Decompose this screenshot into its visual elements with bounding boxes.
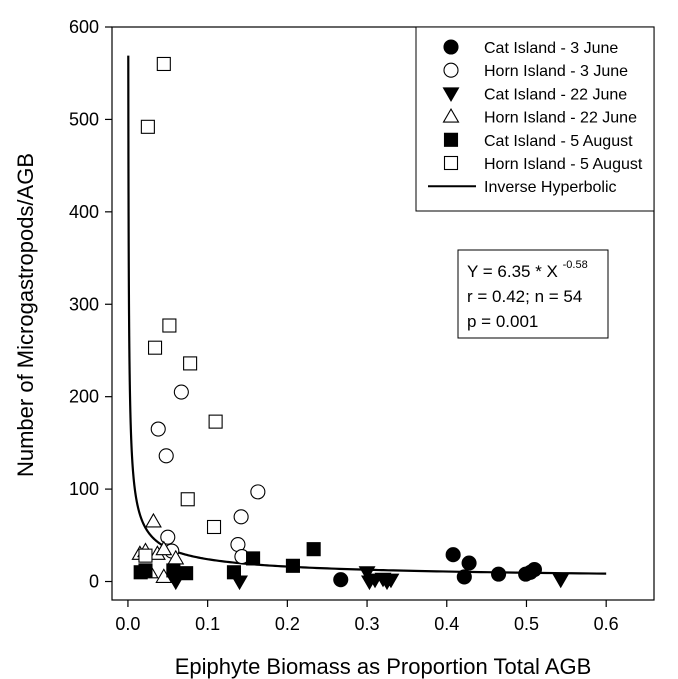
data-point xyxy=(144,512,162,528)
data-point xyxy=(285,558,300,573)
equation-box: Y = 6.35 * X -0.58 r = 0.42; n = 54 p = … xyxy=(457,249,609,339)
legend-label: Cat Island - 5 August xyxy=(484,133,633,150)
legend-label: Horn Island - 3 June xyxy=(484,63,628,80)
legend-marker xyxy=(443,62,459,78)
y-tick-label: 100 xyxy=(69,479,99,499)
y-tick-label: 600 xyxy=(69,17,99,37)
x-axis-label: Epiphyte Biomass as Proportion Total AGB xyxy=(175,654,592,679)
data-point xyxy=(158,448,174,464)
equation-line-2: r = 0.42; n = 54 xyxy=(467,287,582,306)
data-point xyxy=(461,555,477,571)
data-point xyxy=(226,565,241,580)
data-point xyxy=(160,529,176,545)
y-tick-label: 0 xyxy=(89,572,99,592)
y-tick-label: 400 xyxy=(69,202,99,222)
legend-marker xyxy=(442,107,460,123)
plot-frame xyxy=(111,26,655,601)
data-point xyxy=(382,573,400,589)
data-point xyxy=(138,563,153,578)
y-tick-label: 300 xyxy=(69,294,99,314)
legend-label: Horn Island - 5 August xyxy=(484,156,643,173)
data-point xyxy=(179,566,194,581)
data-point xyxy=(155,540,173,556)
y-tick-label: 500 xyxy=(69,109,99,129)
legend-marker xyxy=(443,155,459,171)
legend-label: Inverse Hyperbolic xyxy=(484,179,617,196)
data-point xyxy=(526,561,542,578)
legend-label: Horn Island - 22 June xyxy=(484,110,637,127)
fit-curve xyxy=(127,55,607,575)
x-tick-label: 0.5 xyxy=(514,614,539,634)
equation-line-1-base: Y = 6.35 * X xyxy=(467,262,563,281)
legend-label: Cat Island - 22 June xyxy=(484,86,627,103)
data-point xyxy=(491,566,507,582)
data-point xyxy=(206,519,222,535)
legend: Cat Island - 3 June Horn Island - 3 June C… xyxy=(415,26,655,212)
equation-line-3: p = 0.001 xyxy=(467,312,538,331)
data-point xyxy=(333,572,349,588)
data-point xyxy=(246,551,261,566)
x-tick-label: 0.2 xyxy=(275,614,300,634)
data-point xyxy=(250,484,266,500)
legend-marker xyxy=(443,39,459,55)
x-tick-label: 0.6 xyxy=(594,614,619,634)
equation-box-frame xyxy=(457,249,609,339)
x-tick-label: 0.3 xyxy=(355,614,380,634)
data-point xyxy=(445,547,461,563)
x-tick-label: 0.1 xyxy=(195,614,220,634)
data-point xyxy=(358,566,376,581)
data-point xyxy=(140,119,155,134)
data-point xyxy=(162,318,177,333)
data-point xyxy=(150,421,166,437)
data-point xyxy=(233,509,249,525)
data-point xyxy=(180,492,195,507)
data-point xyxy=(456,569,472,585)
y-axis-label: Number of Microgastropods/AGB xyxy=(13,153,38,477)
data-point xyxy=(138,548,153,563)
data-point xyxy=(156,56,171,72)
x-tick-label: 0.4 xyxy=(434,614,459,634)
x-tick-label: 0.0 xyxy=(115,614,140,634)
data-point xyxy=(552,573,570,589)
legend-box xyxy=(415,26,655,212)
axis-ticks: 0.0 0.1 0.2 0.3 0.4 0.5 0.6 0 100 200 300 400 500 600 xyxy=(69,17,619,634)
fit-curve-layer xyxy=(127,55,607,575)
data-points xyxy=(131,56,570,591)
data-point xyxy=(166,563,181,578)
data-point xyxy=(208,414,223,429)
legend-marker xyxy=(442,87,460,103)
equation-line-1: Y = 6.35 * X -0.58 xyxy=(467,259,588,281)
data-point xyxy=(173,384,189,400)
data-point xyxy=(183,356,198,371)
data-point xyxy=(147,340,163,355)
legend-marker xyxy=(443,132,459,147)
y-tick-label: 200 xyxy=(69,387,99,407)
legend-label: Cat Island - 3 June xyxy=(484,40,618,57)
data-point xyxy=(306,542,321,557)
equation-exponent: -0.58 xyxy=(563,259,588,271)
